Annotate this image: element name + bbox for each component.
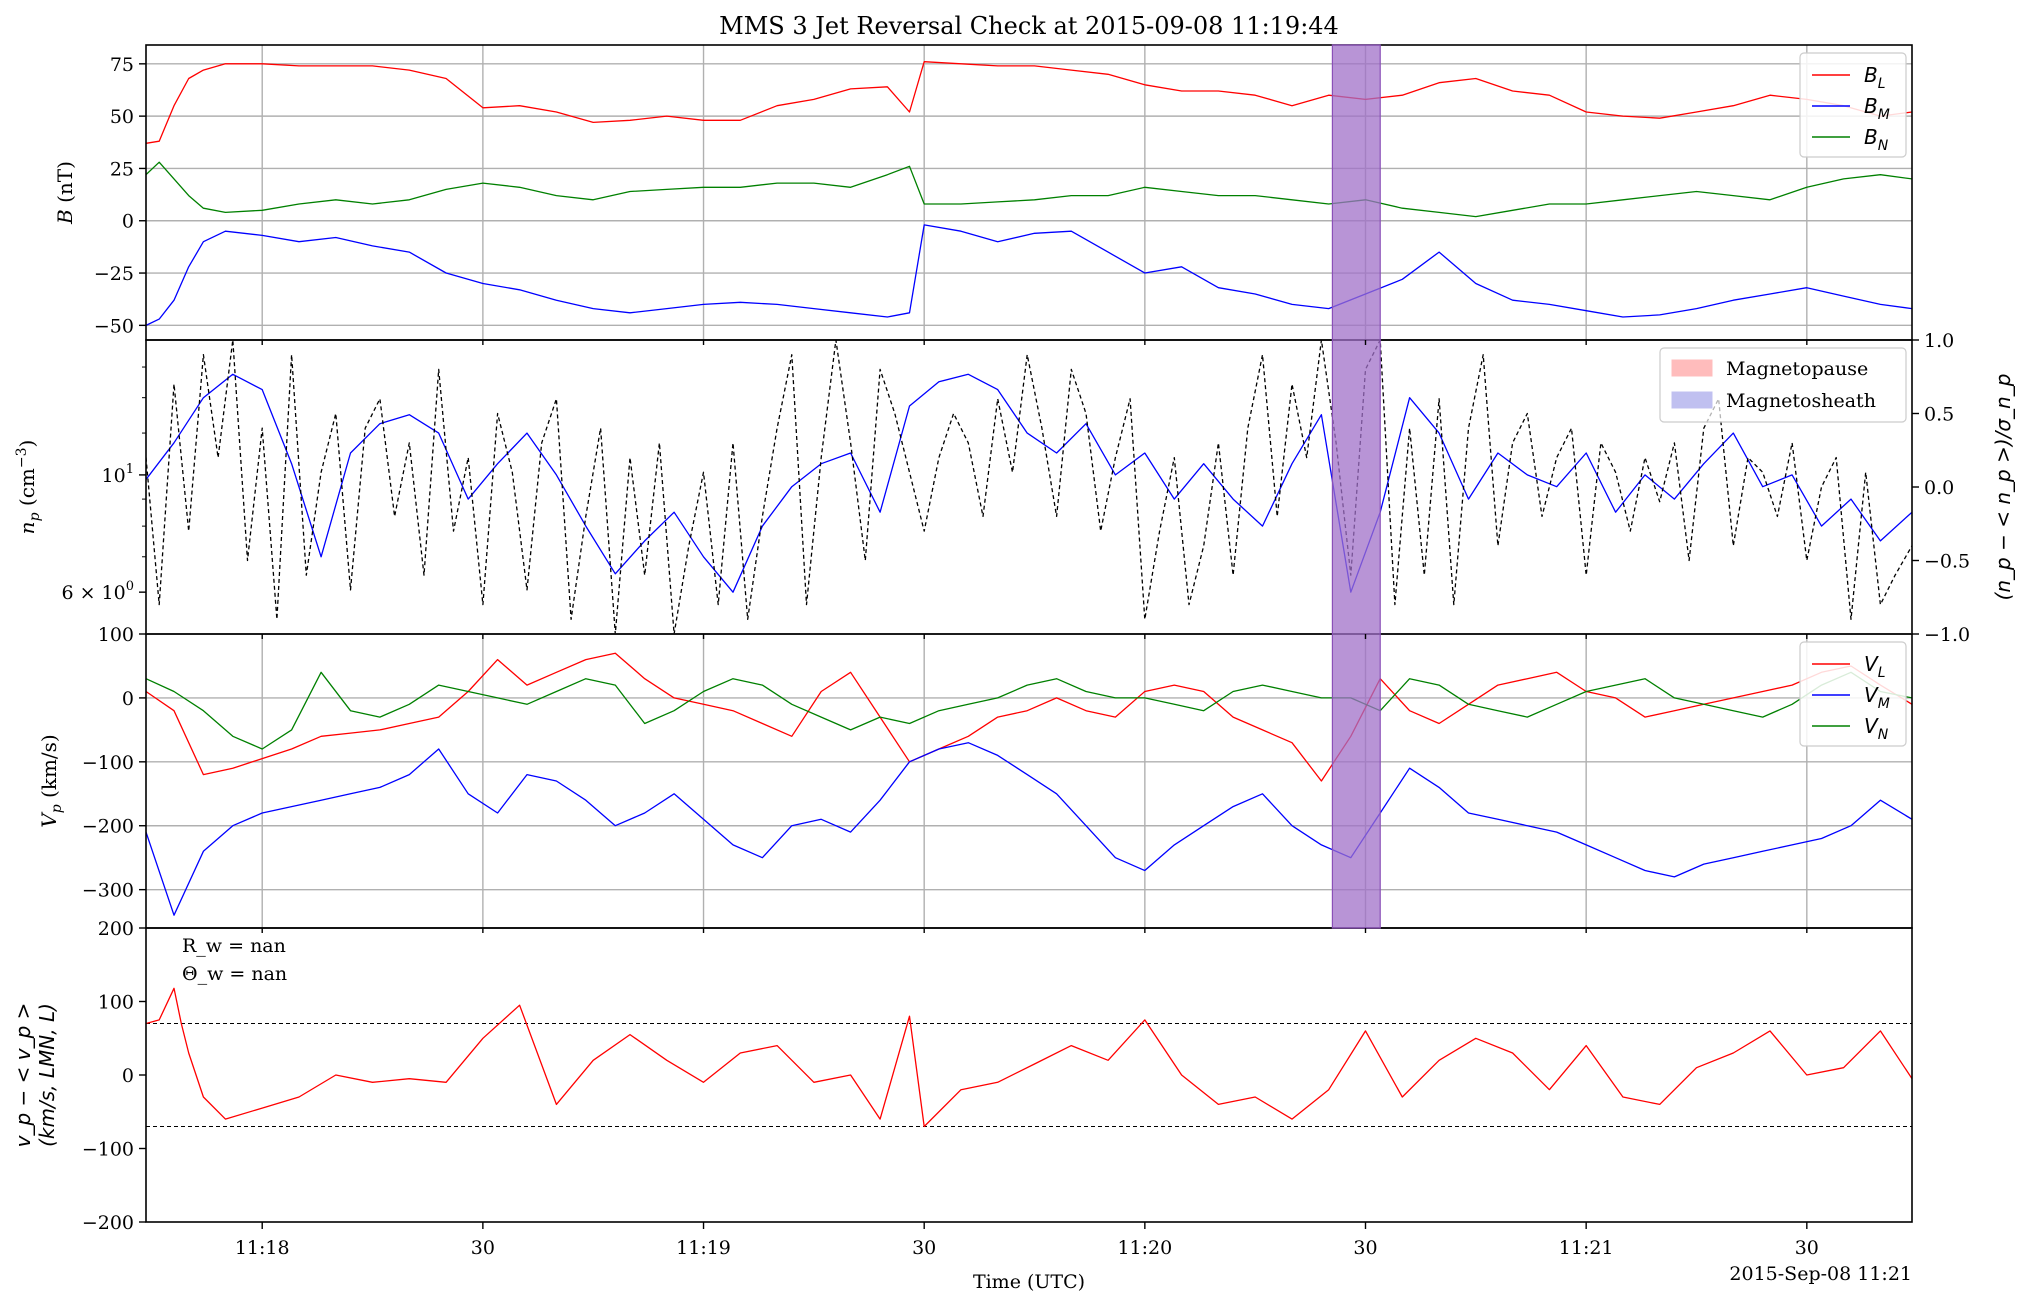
legend-label-magnetopause: Magnetopause bbox=[1726, 358, 1868, 380]
xtick-label-6: 11:21 bbox=[1559, 1237, 1614, 1259]
ytick-label-B-4: −25 bbox=[94, 263, 134, 285]
ytick-label-Vp-4: −300 bbox=[82, 880, 134, 902]
ylabel-Vp: Vp (km/s) bbox=[37, 734, 65, 827]
axes-frame-B bbox=[145, 44, 1913, 341]
xtick-label-2: 11:19 bbox=[676, 1237, 731, 1259]
panel-dv: 200 100 0 −100 −200 v_p − < v_p > (km/s, LMN, … bbox=[11, 918, 1913, 1234]
legend-label-Vp-v-l: VL bbox=[1864, 652, 1886, 681]
legend-box-Vp bbox=[1799, 641, 1907, 747]
legend-label-B-b-l: BL bbox=[1864, 63, 1886, 92]
magnetosheath-interval bbox=[1331, 44, 1381, 929]
series-line-Vp-v-l bbox=[146, 652, 1912, 782]
ytick-label-dv-1: 100 bbox=[98, 992, 134, 1014]
xtick-label-3: 30 bbox=[912, 1237, 936, 1259]
series-line-Vp-v-n bbox=[146, 671, 1912, 750]
ytick-right-label-2: 0.0 bbox=[1924, 477, 1954, 499]
xtick-label-0: 11:18 bbox=[235, 1237, 290, 1259]
panel-np: 101 6 × 100 1.0 0.5 0.0 −0.5 −1.0 np (cm−3) (n_p… bbox=[14, 330, 2015, 646]
axes-frame-dv bbox=[145, 927, 1913, 1223]
x-axis: 11:18 30 11:19 30 11:20 30 11:21 30 bbox=[235, 340, 1819, 1259]
legend-swatch-magnetosheath bbox=[1671, 391, 1713, 409]
series-line-B-b-n bbox=[146, 161, 1912, 218]
ylabel-np: np (cm−3) bbox=[14, 440, 43, 535]
ytick-label-dv-4: −200 bbox=[82, 1212, 134, 1234]
ytick-label-dv-3: −100 bbox=[82, 1139, 134, 1161]
axes-frame-Vp bbox=[145, 633, 1913, 929]
ytick-label-dv-0: 200 bbox=[98, 918, 134, 940]
ytick-label-Vp-1: 0 bbox=[122, 688, 134, 710]
xtick-label-1: 30 bbox=[471, 1237, 495, 1259]
ytick-label-np-0: 101 bbox=[102, 462, 134, 487]
legend-label-magnetosheath: Magnetosheath bbox=[1726, 390, 1876, 412]
legend-label-Vp-v-n: VN bbox=[1864, 714, 1889, 743]
annotation-1: Θ_w = nan bbox=[182, 963, 287, 985]
ytick-label-B-3: 0 bbox=[122, 211, 134, 233]
ytick-right-label-3: −0.5 bbox=[1924, 551, 1970, 573]
ytick-label-dv-2: 0 bbox=[122, 1065, 134, 1087]
xtick-label-4: 11:20 bbox=[1117, 1237, 1172, 1259]
series-line-np-fluctuation bbox=[146, 340, 1912, 634]
ytick-label-B-1: 50 bbox=[110, 106, 134, 128]
magnetosheath-highlight-layer bbox=[1331, 44, 1381, 929]
ytick-right-label-1: 0.5 bbox=[1924, 404, 1954, 426]
ytick-label-np-1: 6 × 100 bbox=[61, 579, 134, 604]
xtick-label-5: 30 bbox=[1353, 1237, 1377, 1259]
ylabel-right-np: (n_p − < n_p >)/σ_n_p bbox=[1991, 374, 2015, 601]
series-line-B-b-m bbox=[146, 224, 1912, 326]
legend-box-np bbox=[1659, 347, 1907, 423]
date-label: 2015-Sep-08 11:21 bbox=[1729, 1263, 1912, 1285]
legend-box-B bbox=[1799, 52, 1907, 158]
xtick-label-7: 30 bbox=[1795, 1237, 1819, 1259]
axes-frame-np bbox=[145, 339, 1913, 635]
legend-label-B-b-m: BM bbox=[1864, 94, 1890, 123]
annotation-0: R_w = nan bbox=[182, 935, 286, 957]
ytick-label-Vp-2: −100 bbox=[82, 752, 134, 774]
series-line-B-b-l bbox=[146, 61, 1912, 144]
series-line-dv-dv-l bbox=[146, 987, 1912, 1128]
legend-label-B-b-n: BN bbox=[1864, 125, 1889, 154]
ytick-right-label-4: −1.0 bbox=[1924, 624, 1970, 646]
chart-title: MMS 3 Jet Reversal Check at 2015-09-08 1… bbox=[719, 12, 1339, 40]
ylabel-B: B (nT) bbox=[53, 161, 77, 225]
ytick-label-B-5: −50 bbox=[94, 315, 134, 337]
ytick-right-label-0: 1.0 bbox=[1924, 330, 1954, 352]
series-line-np-n-p bbox=[146, 373, 1912, 593]
ytick-label-Vp-0: 100 bbox=[98, 624, 134, 646]
x-axis-label: Time (UTC) bbox=[973, 1271, 1085, 1293]
ylabel-dv-line1: v_p − < v_p > bbox=[11, 1003, 35, 1148]
legend-swatch-magnetopause bbox=[1671, 359, 1713, 377]
series-line-Vp-v-m bbox=[146, 742, 1912, 916]
ytick-label-B-2: 25 bbox=[110, 158, 134, 180]
ytick-label-B-0: 75 bbox=[110, 54, 134, 76]
legend-label-Vp-v-m: VM bbox=[1864, 683, 1890, 712]
ylabel-dv-line2: (km/s, LMN, L) bbox=[35, 1003, 59, 1147]
ytick-label-Vp-3: −200 bbox=[82, 816, 134, 838]
